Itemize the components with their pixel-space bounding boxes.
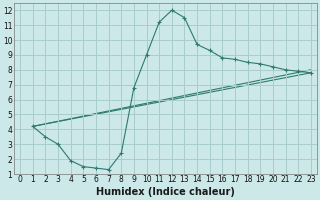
X-axis label: Humidex (Indice chaleur): Humidex (Indice chaleur) bbox=[96, 187, 235, 197]
